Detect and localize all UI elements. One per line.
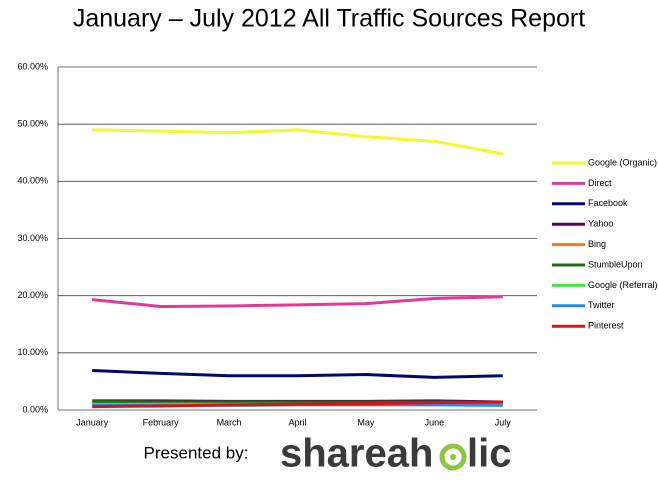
logo-text: shareah [280,432,433,476]
series-line [92,295,503,309]
y-tick-label: 50.00% [17,119,48,129]
legend-label: Google (Organic) [588,157,657,167]
x-tick-label: June [425,417,445,427]
chart-title: January – July 2012 All Traffic Sources … [73,5,585,33]
legend-label: Facebook [588,198,628,208]
y-tick-label: 40.00% [17,176,48,186]
x-tick-label: May [357,417,375,427]
x-tick-label: April [288,417,306,427]
y-tick-label: 60.00% [17,61,48,71]
series-line [92,400,503,409]
logo-icon [439,443,467,471]
y-tick-label: 0.00% [22,404,48,414]
legend-label: Bing [588,239,606,249]
y-tick-label: 10.00% [17,347,48,357]
logo: shareah lic [280,432,511,476]
legend-label: Google (Referral) [588,280,658,290]
x-tick-label: March [217,417,242,427]
legend-label: Direct [588,178,612,188]
x-tick-label: January [76,417,109,427]
series-line [92,369,503,379]
y-tick-label: 30.00% [17,233,48,243]
y-tick-label: 20.00% [17,290,48,300]
series-line [92,128,504,156]
x-tick-label: July [495,417,512,427]
legend-label: StumbleUpon [588,259,643,269]
legend-label: Pinterest [588,321,624,331]
footer-label: Presented by: [144,443,249,462]
legend-label: Yahoo [588,219,613,229]
logo-icon-dot [450,454,456,460]
x-tick-label: February [143,417,180,427]
legend-label: Twitter [588,300,615,310]
logo-text: lic [467,432,511,476]
